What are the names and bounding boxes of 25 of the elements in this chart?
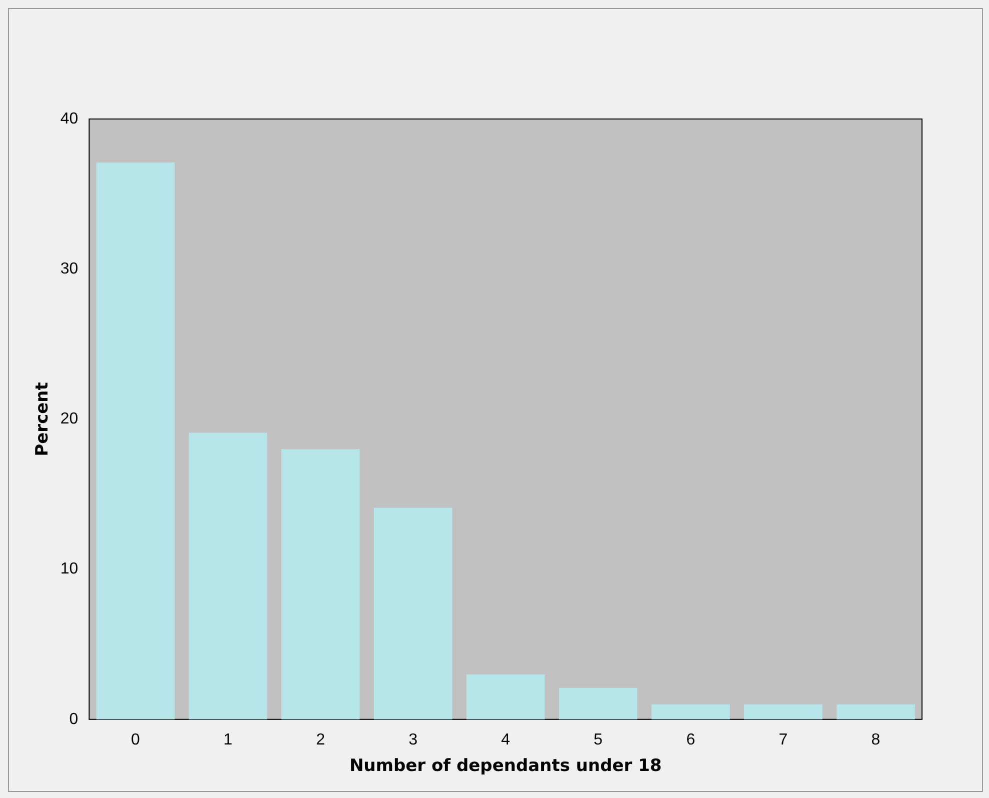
x-tick-label: 7 (778, 731, 788, 748)
bar (558, 688, 638, 720)
bar (652, 704, 730, 720)
bar (744, 704, 822, 720)
x-tick-label: 4 (501, 731, 510, 748)
bar (836, 704, 915, 720)
bar (466, 674, 545, 720)
x-tick-label: 5 (594, 731, 603, 748)
y-tick-label: 10 (60, 560, 78, 578)
y-tick-label: 30 (60, 260, 78, 278)
y-tick-label: 20 (60, 410, 78, 428)
x-tick-label: 2 (316, 731, 326, 748)
y-axis-title: Percent (32, 382, 53, 456)
x-tick-label: 3 (408, 731, 418, 748)
bar (281, 449, 360, 720)
x-tick-label: 1 (224, 731, 233, 748)
bar (188, 432, 268, 720)
y-tick-label: 40 (60, 110, 78, 128)
bar (96, 162, 175, 720)
bar (374, 508, 452, 720)
y-tick-label: 0 (69, 710, 78, 728)
x-tick-label: 0 (131, 731, 140, 748)
x-axis-title: Number of dependants under 18 (349, 756, 662, 776)
x-tick-label: 8 (871, 731, 880, 748)
x-tick-label: 6 (686, 731, 696, 748)
